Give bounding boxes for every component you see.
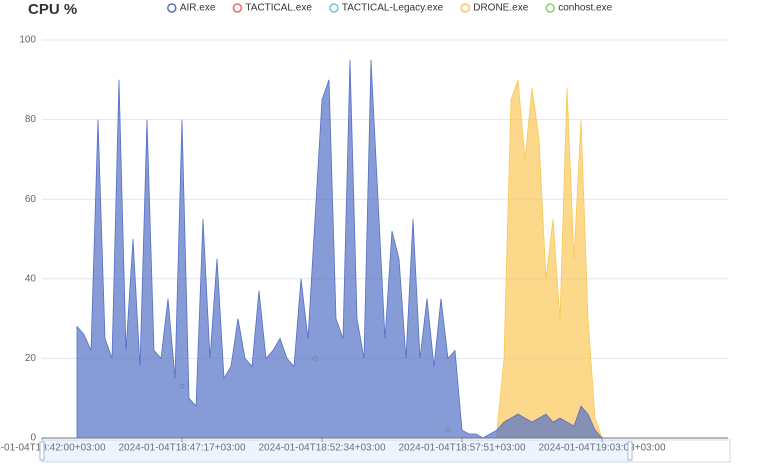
area (76, 59, 603, 439)
x-tick-label: 2024-01-04T18:42:00+03:00 (0, 443, 106, 454)
y-tick-label: 80 (25, 114, 37, 125)
y-tick-label: 60 (25, 194, 37, 205)
legend-label[interactable]: TACTICAL-Legacy.exe (342, 3, 444, 14)
legend-label[interactable]: TACTICAL.exe (245, 3, 312, 14)
legend-label[interactable]: AIR.exe (180, 3, 216, 14)
x-tick-label: 2024-01-04T18:57:51+03:00 (398, 443, 525, 454)
legend-marker[interactable] (329, 3, 339, 13)
legend-marker[interactable] (460, 3, 470, 13)
x-tick-label: 2024-01-04T19:03:08+03:00 (538, 443, 665, 454)
area (496, 79, 603, 439)
x-tick-label: 2024-01-04T18:52:34+03:00 (258, 443, 385, 454)
legend-marker[interactable] (232, 3, 243, 13)
zoom-selection[interactable] (42, 440, 630, 462)
legend-label[interactable]: DRONE.exe (473, 3, 528, 14)
y-tick-label: 0 (30, 433, 36, 444)
y-tick-label: 20 (25, 353, 37, 364)
x-tick-label: 2024-01-04T18:47:17+03:00 (118, 443, 245, 454)
y-tick-label: 40 (25, 273, 37, 284)
zoom-handle[interactable] (627, 441, 633, 461)
y-tick-label: 100 (19, 35, 36, 46)
legend-marker[interactable] (167, 3, 177, 13)
legend-marker[interactable] (545, 3, 555, 13)
chart-title: CPU % (28, 1, 77, 18)
legend-label[interactable]: conhost.exe (558, 3, 612, 14)
zoom-handle[interactable] (39, 441, 45, 461)
